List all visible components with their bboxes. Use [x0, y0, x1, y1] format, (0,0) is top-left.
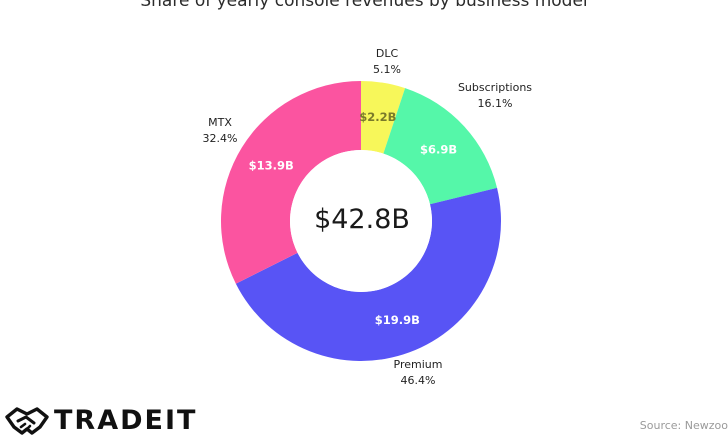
slice-mtx [221, 81, 361, 284]
slice-name-subscriptions: Subscriptions [458, 81, 532, 94]
chart-title: Share of yearly console revenues by busi… [140, 0, 588, 11]
slice-dlc [361, 81, 406, 154]
slice-percent-mtx: 32.4% [203, 132, 238, 145]
value-label-premium: $19.9B [375, 313, 420, 327]
logo-wordmark: TRADEIT [54, 405, 198, 436]
donut-slices [221, 81, 502, 361]
slice-percent-premium: 46.4% [401, 374, 436, 387]
donut-outer-labels: DLC 5.1% Subscriptions 16.1% Premium 46.4% MTX… [203, 47, 533, 387]
tradeit-logo: TRADEIT [4, 405, 197, 437]
value-label-mtx: $13.9B [249, 159, 294, 173]
slice-percent-dlc: 5.1% [373, 63, 401, 76]
slice-subscriptions [383, 88, 498, 205]
source-note: Source: Newzoo [639, 419, 728, 432]
value-label-subscriptions: $6.9B [420, 143, 457, 157]
slice-name-premium: Premium [394, 358, 443, 371]
center-total-label: $42.8B [314, 204, 410, 235]
donut-value-labels: $2.2B $6.9B $19.9B $13.9B [249, 110, 458, 327]
value-label-dlc: $2.2B [359, 110, 396, 124]
slice-percent-subscriptions: 16.1% [478, 97, 513, 110]
slice-name-dlc: DLC [376, 47, 399, 60]
handshake-icon [5, 407, 49, 435]
slice-name-mtx: MTX [208, 116, 232, 129]
donut-hole [290, 150, 432, 292]
slice-premium [235, 187, 502, 361]
